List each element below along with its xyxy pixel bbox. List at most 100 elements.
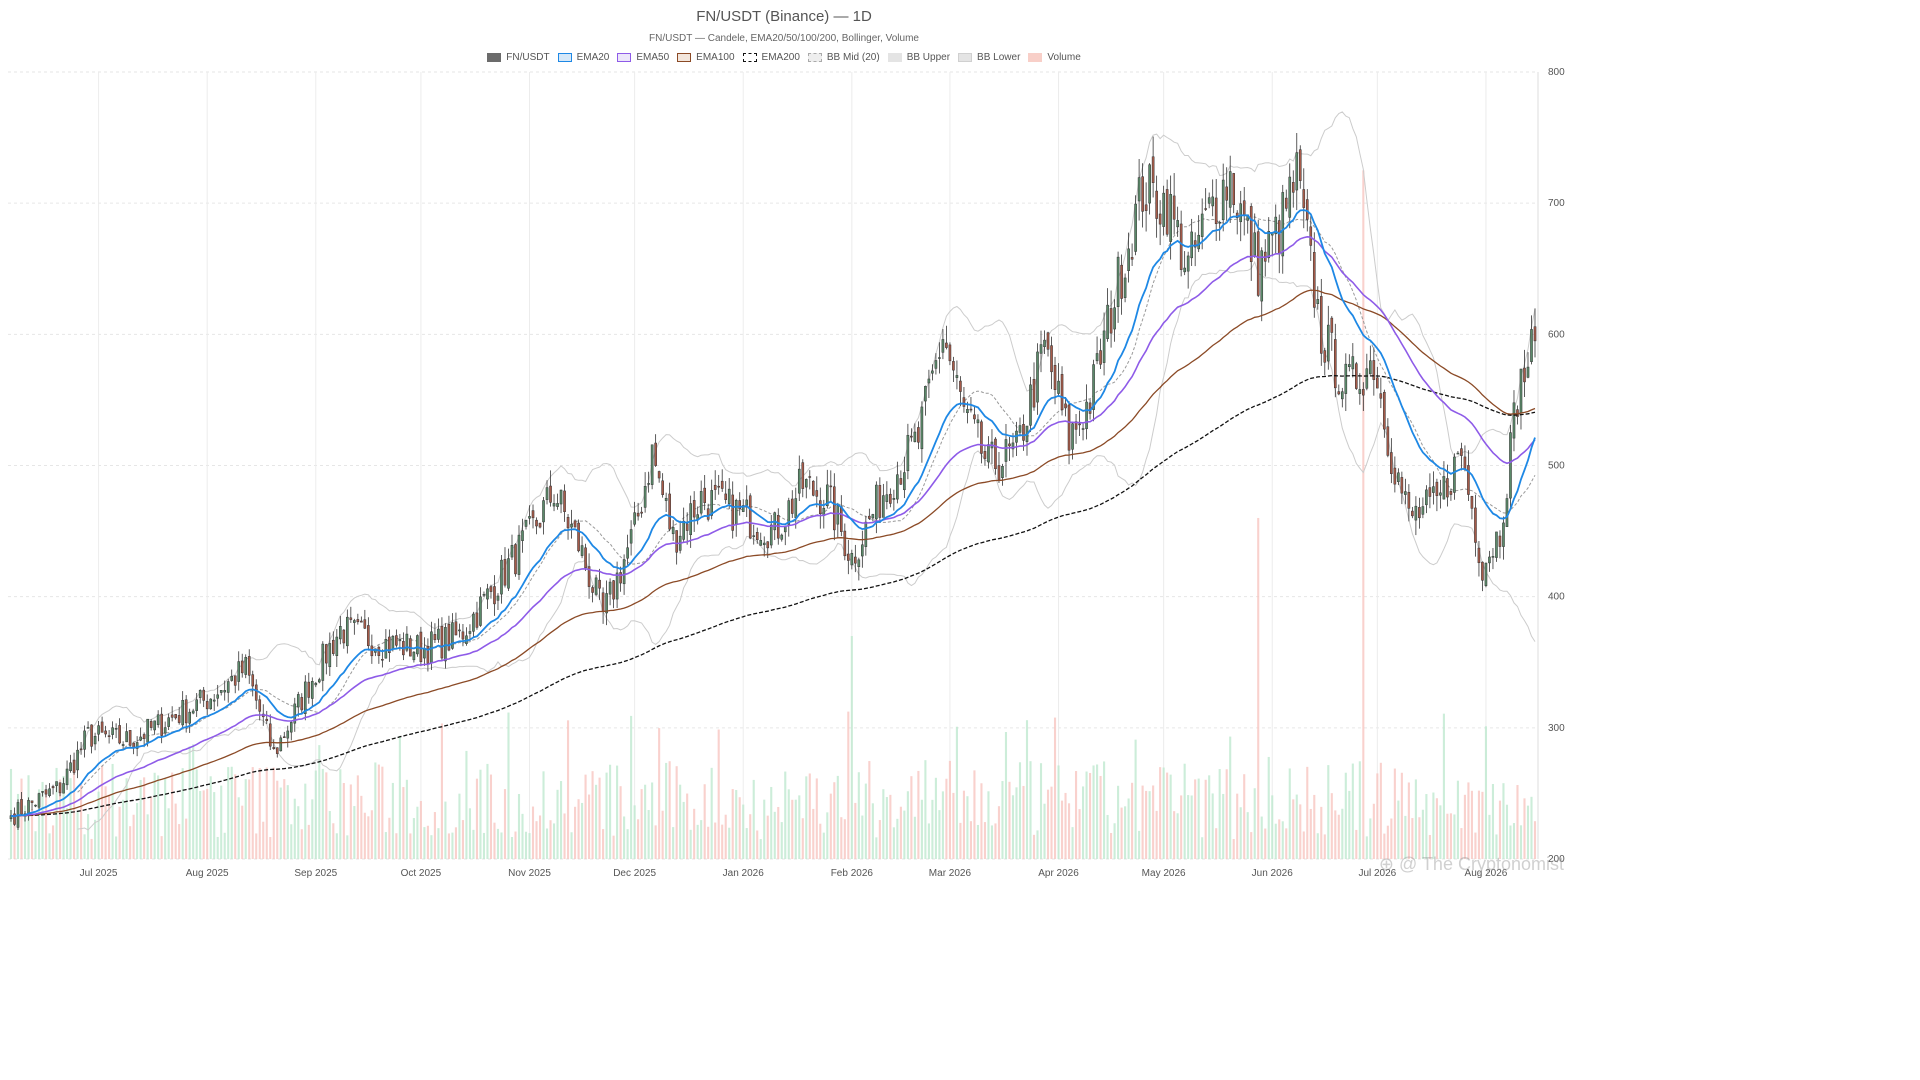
candle-body xyxy=(934,360,938,369)
candle-body xyxy=(367,625,370,647)
volume-bar xyxy=(87,814,90,859)
candle-body xyxy=(1330,317,1334,333)
volume-bar xyxy=(941,791,944,859)
candle-body xyxy=(419,631,423,662)
candle-body xyxy=(1211,196,1214,207)
volume-bar xyxy=(1414,779,1417,859)
candle-body xyxy=(987,444,990,463)
candle-body xyxy=(251,674,255,687)
candle-body xyxy=(1113,307,1116,330)
volume-bar xyxy=(479,769,482,859)
volume-bar xyxy=(1264,828,1267,859)
candle-body xyxy=(1334,339,1337,389)
volume-bar xyxy=(458,793,461,859)
volume-bar xyxy=(630,715,633,859)
candle-body xyxy=(566,516,570,529)
candle-body xyxy=(202,689,205,701)
legend-item-volume[interactable]: Volume xyxy=(1028,52,1081,63)
candle-body xyxy=(1369,360,1372,375)
legend-item-fn-usdt[interactable]: FN/USDT xyxy=(487,52,550,63)
volume-bar xyxy=(700,820,703,859)
candle-body xyxy=(1120,264,1123,299)
volume-bar xyxy=(1411,818,1414,859)
volume-bar xyxy=(644,784,647,859)
legend-item-ema50[interactable]: EMA50 xyxy=(617,52,669,63)
legend-item-bb-lower[interactable]: BB Lower xyxy=(958,52,1020,63)
candle-body xyxy=(563,490,566,512)
volume-bar xyxy=(605,772,608,859)
volume-bar xyxy=(1285,828,1288,859)
candle-body xyxy=(233,675,237,686)
volume-bar xyxy=(475,778,479,859)
volume-bar xyxy=(1327,765,1330,859)
volume-bar xyxy=(1383,833,1386,859)
volume-bar xyxy=(304,783,307,859)
volume-bar xyxy=(1334,810,1337,859)
candle-body xyxy=(318,679,321,683)
candle-body xyxy=(1526,366,1530,378)
volume-bar xyxy=(731,789,734,859)
candle-body xyxy=(1172,195,1176,220)
volume-bar xyxy=(1148,791,1151,859)
volume-bar xyxy=(566,720,570,859)
legend-item-ema20[interactable]: EMA20 xyxy=(557,52,609,63)
candle-body xyxy=(55,781,58,786)
volume-bar xyxy=(552,823,556,859)
candle-body xyxy=(149,721,153,728)
candle-body xyxy=(657,471,661,479)
volume-bar xyxy=(486,763,489,859)
volume-bar xyxy=(307,824,310,859)
candle-body xyxy=(1022,424,1025,441)
candle-body xyxy=(861,544,864,557)
legend-item-ema100[interactable]: EMA100 xyxy=(677,52,735,63)
volume-bar xyxy=(1435,798,1438,859)
candle-body xyxy=(41,791,44,793)
legend-swatch xyxy=(958,53,973,62)
volume-bar xyxy=(223,832,226,859)
volume-bar xyxy=(188,746,191,859)
volume-bar xyxy=(321,768,324,859)
volume-bar xyxy=(931,799,934,859)
volume-bar xyxy=(1194,779,1197,859)
candle-body xyxy=(1106,304,1109,339)
candle-body xyxy=(748,495,752,539)
candle-body xyxy=(1165,189,1169,235)
candle-body xyxy=(97,725,100,735)
candle-body xyxy=(661,480,664,495)
volume-bar xyxy=(885,797,888,859)
candle-body xyxy=(1383,391,1386,430)
volume-bar xyxy=(139,779,142,859)
volume-bar xyxy=(370,810,373,859)
volume-bar xyxy=(1306,766,1309,859)
volume-bar xyxy=(1099,775,1102,859)
volume-bar xyxy=(97,791,100,859)
legend-swatch xyxy=(557,53,572,62)
volume-bar xyxy=(623,816,626,859)
volume-bar xyxy=(819,823,822,859)
volume-bar xyxy=(1372,803,1375,859)
candle-body xyxy=(1319,296,1323,354)
candle-body xyxy=(1081,428,1085,430)
legend-item-bb-mid-20-[interactable]: BB Mid (20) xyxy=(807,52,880,63)
volume-bar xyxy=(1152,785,1155,859)
volume-bar xyxy=(707,826,710,859)
volume-bar xyxy=(325,772,328,859)
volume-bar xyxy=(609,764,612,859)
volume-bar xyxy=(784,771,787,859)
volume-bar xyxy=(710,767,713,859)
volume-bar xyxy=(234,774,237,859)
legend-item-bb-upper[interactable]: BB Upper xyxy=(887,52,950,63)
candle-body xyxy=(1407,491,1411,509)
volume-bar xyxy=(528,833,531,859)
legend-item-ema200[interactable]: EMA200 xyxy=(742,52,800,63)
candle-body xyxy=(1291,182,1295,193)
volume-bar xyxy=(1092,765,1095,859)
candle-body xyxy=(608,581,612,595)
volume-bar xyxy=(493,822,496,859)
volume-bar xyxy=(640,789,643,859)
candle-body xyxy=(738,500,742,510)
candle-body xyxy=(1505,498,1509,527)
candle-body xyxy=(279,737,283,752)
volume-bar xyxy=(924,760,927,859)
volume-bar xyxy=(66,808,69,859)
